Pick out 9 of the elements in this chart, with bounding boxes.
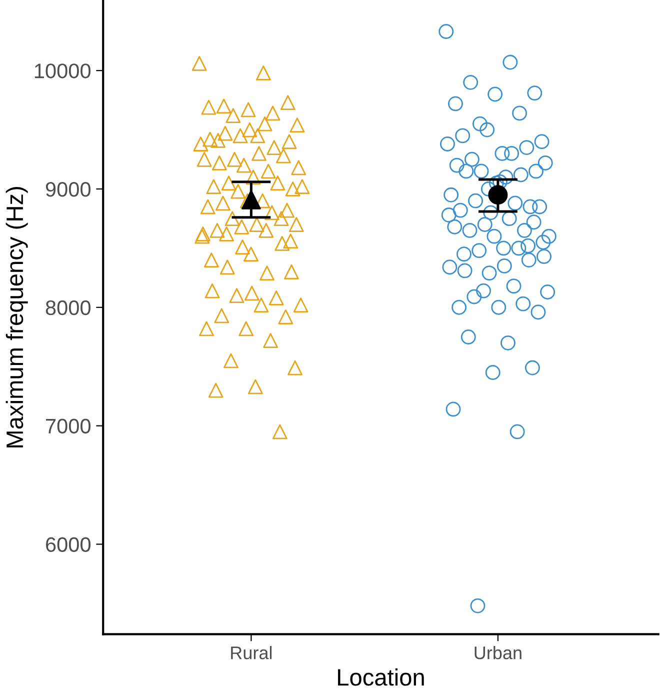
y-tick-label: 7000 <box>46 418 90 434</box>
x-axis-title: Location <box>338 668 424 686</box>
y-tick-label: 8000 <box>46 300 90 316</box>
y-tick-label: 10000 <box>34 64 90 78</box>
y-tick-label: 9000 <box>46 182 90 197</box>
y-axis-title: Maximum frequency (Hz) <box>6 187 28 448</box>
x-tick-label: Rural <box>231 646 272 660</box>
y-tick-label: 6000 <box>46 537 90 552</box>
x-tick-label: Urban <box>474 646 522 660</box>
